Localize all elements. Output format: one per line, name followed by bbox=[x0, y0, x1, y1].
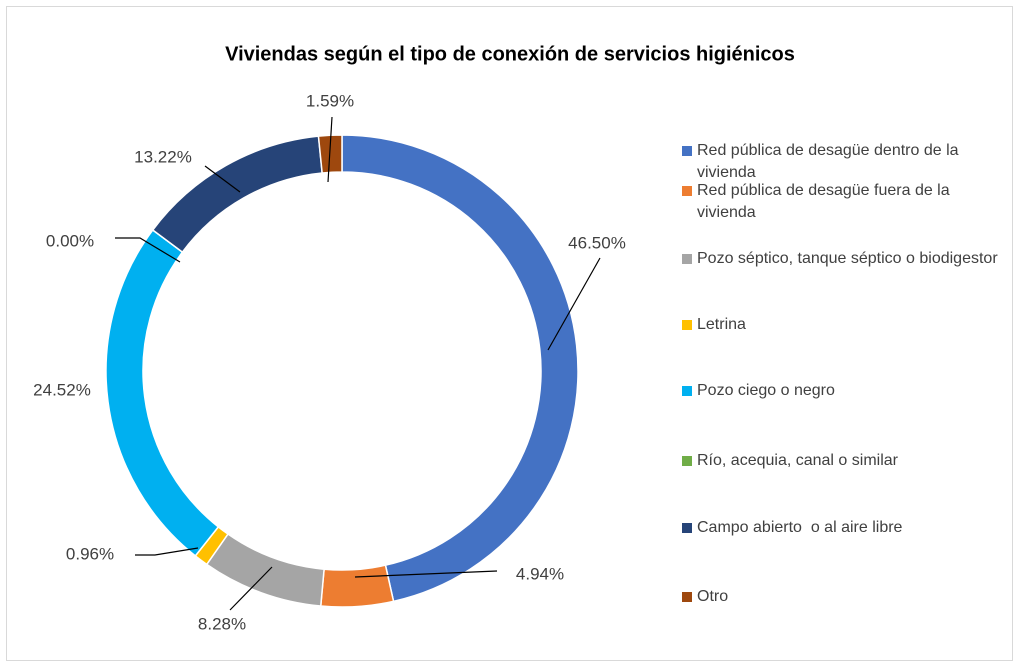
legend-item: Red pública de desagüe dentro de la vivi… bbox=[682, 140, 1000, 184]
data-label: 0.96% bbox=[66, 544, 114, 563]
legend-item: Otro bbox=[682, 586, 728, 608]
legend-item: Red pública de desagüe fuera de la vivie… bbox=[682, 180, 1000, 224]
leader-line bbox=[204, 165, 241, 193]
chart-title: Viviendas según el tipo de conexión de s… bbox=[225, 43, 795, 65]
legend-item: Campo abierto o al aire libre bbox=[682, 517, 902, 539]
legend-label: Pozo ciego o negro bbox=[697, 382, 835, 399]
leader-line bbox=[115, 237, 181, 263]
legend-label: Red pública de desagüe dentro de la vivi… bbox=[697, 142, 963, 181]
chart-border bbox=[6, 6, 1013, 661]
data-label: 4.94% bbox=[516, 564, 564, 583]
legend-swatch bbox=[682, 523, 692, 533]
leader-line bbox=[354, 570, 498, 578]
legend-label: Pozo séptico, tanque séptico o biodigest… bbox=[697, 250, 998, 267]
legend-label: Río, acequia, canal o similar bbox=[697, 452, 898, 469]
legend-label: Letrina bbox=[697, 316, 746, 333]
donut-slice bbox=[319, 564, 395, 608]
data-label: 24.52% bbox=[33, 380, 91, 399]
leader-line bbox=[327, 116, 333, 183]
data-label: 0.00% bbox=[46, 231, 94, 250]
legend-swatch bbox=[682, 592, 692, 602]
legend-item: Pozo séptico, tanque séptico o biodigest… bbox=[682, 248, 998, 270]
legend-label: Red pública de desagüe fuera de la vivie… bbox=[697, 182, 955, 221]
data-label: 13.22% bbox=[134, 147, 192, 166]
legend-item: Letrina bbox=[682, 314, 746, 336]
legend-swatch bbox=[682, 186, 692, 196]
legend-label: Campo abierto o al aire libre bbox=[697, 519, 903, 536]
legend-item: Río, acequia, canal o similar bbox=[682, 450, 898, 472]
data-label: 46.50% bbox=[568, 233, 626, 252]
data-label: 1.59% bbox=[306, 91, 354, 110]
legend-swatch bbox=[682, 254, 692, 264]
leader-line bbox=[135, 547, 199, 556]
legend-swatch bbox=[682, 320, 692, 330]
legend-swatch bbox=[682, 456, 692, 466]
legend-label: Otro bbox=[697, 588, 729, 605]
leader-line bbox=[547, 257, 601, 351]
data-label: 8.28% bbox=[198, 614, 246, 633]
legend-item: Pozo ciego o negro bbox=[682, 380, 835, 402]
legend-swatch bbox=[682, 386, 692, 396]
leader-line bbox=[229, 566, 273, 611]
legend-swatch bbox=[682, 146, 692, 156]
